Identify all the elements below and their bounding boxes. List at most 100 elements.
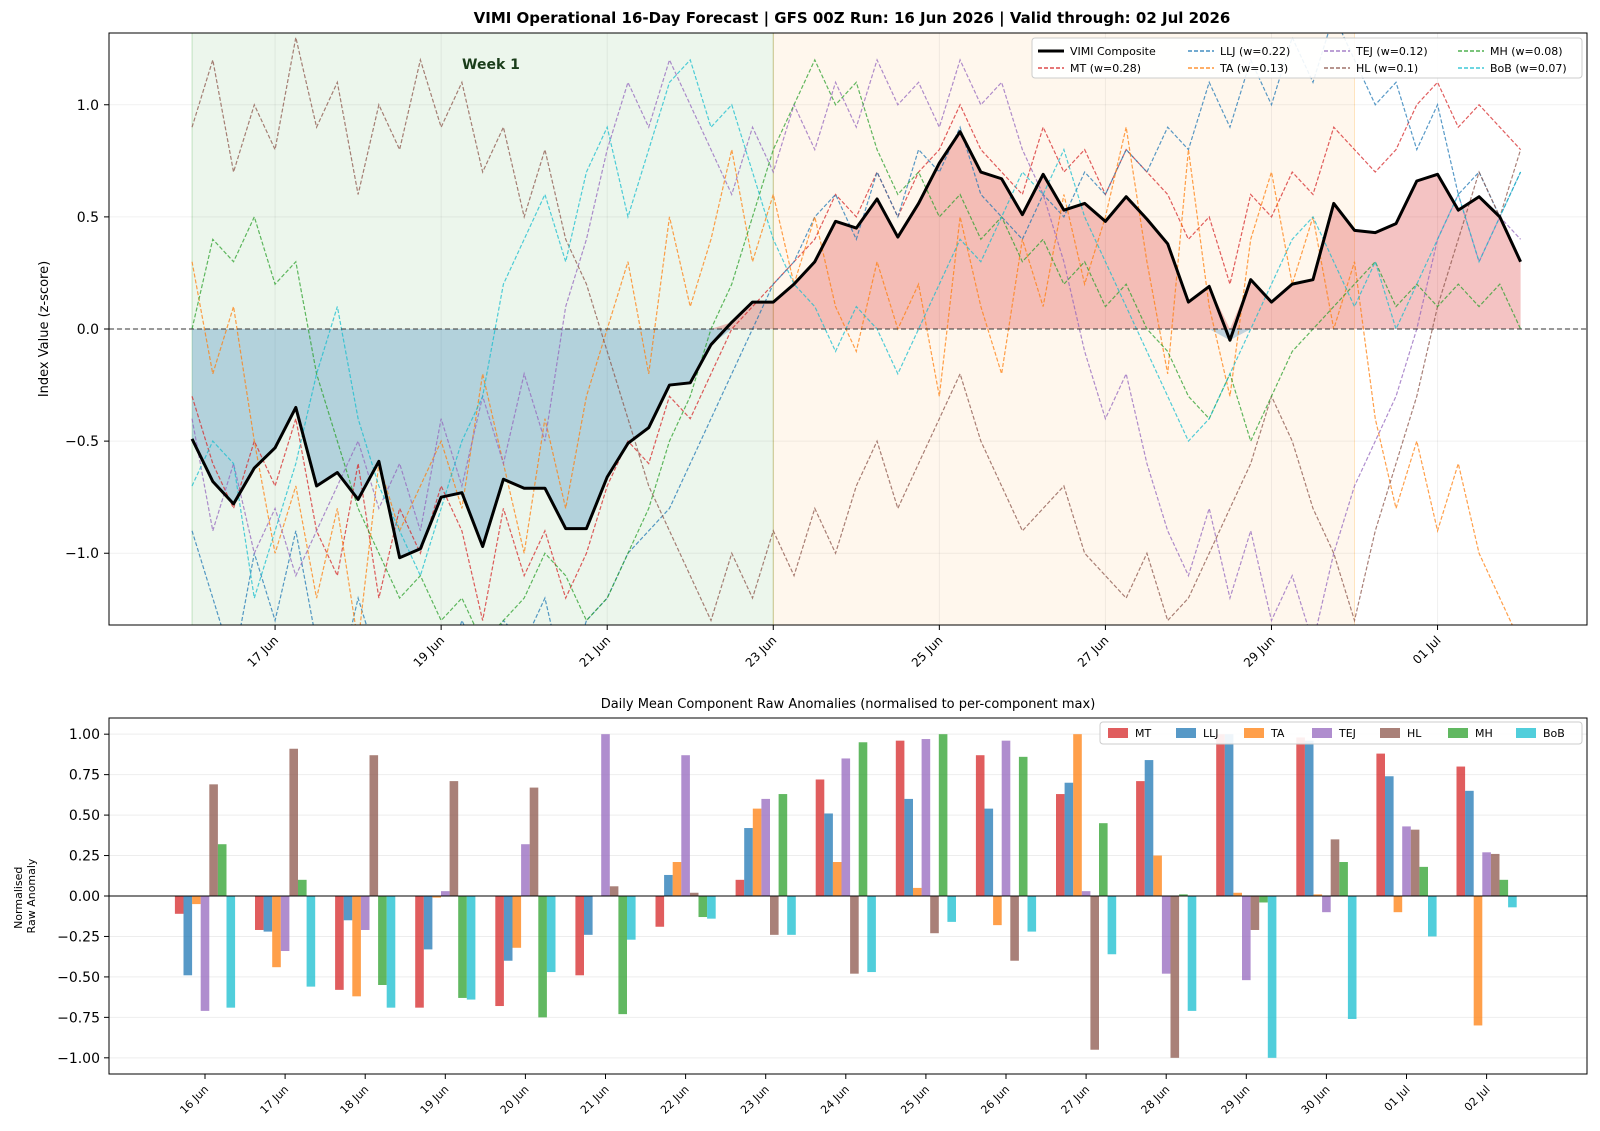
- top-x-tick-label: 23 Jun: [743, 633, 780, 670]
- top-x-tick-label: 17 Jun: [245, 633, 282, 670]
- bar-llj-12: [1144, 760, 1154, 896]
- bottom-y-tick-label: 0.50: [69, 808, 100, 824]
- bottom-x-tick-label: 02 Jul: [1462, 1083, 1493, 1114]
- top-x-tick-label: 27 Jun: [1075, 633, 1112, 670]
- bar-hl-2: [369, 755, 379, 896]
- bottom-x-tick-label: 24 Jun: [818, 1083, 852, 1117]
- bar-llj-9: [904, 798, 913, 896]
- top-x-tick-label: 01 Jul: [1410, 633, 1444, 667]
- bar-tej-3: [441, 891, 450, 896]
- bar-bob-7: [787, 896, 796, 935]
- bar-ta-6: [672, 862, 682, 896]
- bar-tej-13: [1242, 896, 1251, 981]
- top-legend: VIMI Composite MT (w=0.28) LLJ (w=0.22) TA …: [1031, 37, 1583, 79]
- bar-mh-13: [1259, 896, 1268, 903]
- bottom-x-tick-label: 01 Jul: [1382, 1083, 1413, 1114]
- component-bar-chart: Daily Mean Component Raw Anomalies (norm…: [12, 697, 1588, 1117]
- bar-mh-4: [538, 896, 547, 1018]
- bar-llj-3: [423, 896, 433, 950]
- bar-mt-8: [815, 779, 825, 896]
- composite-negative-fill: [192, 329, 1521, 558]
- series-line-mh: [191, 58, 1522, 625]
- bar-tej-5: [601, 734, 610, 896]
- bottom-legend-label: BoB: [1543, 727, 1565, 740]
- bottom-legend: MT LLJ TA TEJ HL MH BoB: [1099, 721, 1583, 745]
- bottom-x-tick-label: 26 Jun: [978, 1083, 1012, 1117]
- bar-ta-11: [1073, 734, 1082, 896]
- bar-mt-11: [1056, 794, 1065, 896]
- bar-bob-10: [1027, 896, 1037, 932]
- bar-tej-7: [761, 798, 770, 896]
- series-line-ta: [191, 127, 1513, 625]
- bar-llj-4: [503, 896, 513, 961]
- top-legend-label: LLJ (w=0.22): [1220, 45, 1290, 58]
- bottom-x-tick-label: 21 Jun: [578, 1083, 612, 1117]
- bottom-x-tick-label: 30 Jun: [1299, 1083, 1333, 1117]
- bar-tej-4: [521, 844, 530, 896]
- bar-llj-1: [263, 896, 273, 932]
- top-x-tick-label: 21 Jun: [577, 633, 614, 670]
- bottom-y-tick-label: −0.50: [57, 970, 100, 986]
- top-legend-label: VIMI Composite: [1070, 45, 1156, 58]
- bottom-legend-label: MH: [1475, 727, 1493, 740]
- bar-mt-7: [735, 879, 745, 896]
- bar-bob-8: [867, 896, 876, 973]
- composite-line: [190, 130, 1522, 560]
- bar-hl-14: [1330, 839, 1340, 896]
- bar-bob-16: [1508, 896, 1517, 908]
- bar-hl-11: [1090, 896, 1099, 1050]
- bar-mh-3: [458, 896, 467, 998]
- top-legend-box: [1031, 37, 1583, 79]
- bar-mt-9: [895, 740, 905, 896]
- bottom-x-tick-label: 19 Jun: [418, 1083, 452, 1117]
- bar-llj-8: [824, 813, 833, 896]
- bottom-y-tick-label: −0.25: [57, 929, 100, 945]
- bar-ta-13: [1233, 892, 1242, 896]
- bar-bob-5: [627, 896, 636, 940]
- bar-bob-9: [947, 896, 956, 922]
- bottom-x-tick-label: 22 Jun: [658, 1083, 692, 1117]
- bar-mh-10: [1018, 756, 1028, 896]
- bottom-x-tick-label: 29 Jun: [1219, 1083, 1253, 1117]
- top-legend-label: MT (w=0.28): [1070, 62, 1141, 75]
- bar-mh-1: [298, 879, 307, 896]
- bar-hl-13: [1250, 896, 1260, 930]
- bottom-legend-swatch: [1312, 728, 1332, 738]
- bottom-y-tick-label: 0.25: [69, 849, 100, 865]
- bar-ta-0: [192, 896, 201, 905]
- bar-hl-4: [529, 787, 539, 896]
- bar-ta-9: [913, 887, 922, 896]
- bar-mh-7: [778, 794, 788, 896]
- bar-ta-16: [1473, 896, 1483, 1026]
- bottom-y-tick-label: −1.00: [57, 1051, 100, 1067]
- top-x-tick-label: 19 Jun: [411, 633, 448, 670]
- bottom-x-tick-label: 16 Jun: [177, 1083, 211, 1117]
- bottom-legend-swatch: [1448, 728, 1468, 738]
- bar-tej-9: [921, 739, 931, 896]
- series-line-hl: [191, 37, 1522, 623]
- bar-mh-12: [1179, 894, 1188, 896]
- bar-llj-7: [744, 828, 753, 896]
- bar-mt-4: [495, 896, 504, 1007]
- forecast-line-chart: VIMI Operational 16-Day Forecast | GFS 0…: [37, 9, 1588, 670]
- bar-mh-2: [378, 896, 387, 985]
- bar-tej-2: [360, 896, 370, 930]
- bar-mh-5: [618, 896, 627, 1015]
- bar-mh-14: [1339, 862, 1348, 896]
- bottom-x-tick-label: 20 Jun: [498, 1083, 532, 1117]
- top-x-tick-label: 25 Jun: [909, 633, 946, 670]
- bar-ta-1: [272, 896, 281, 968]
- bar-tej-6: [681, 755, 690, 896]
- top-y-tick-label: 0.0: [77, 322, 99, 338]
- bar-bob-15: [1428, 896, 1437, 937]
- top-legend-label: MH (w=0.08): [1490, 45, 1563, 58]
- top-y-tick-label: 1.0: [77, 98, 99, 114]
- bar-ta-12: [1153, 855, 1162, 896]
- series-line-bob: [191, 58, 1522, 599]
- bar-llj-6: [664, 874, 673, 896]
- bottom-y-tick-label: 0.00: [69, 889, 100, 905]
- bottom-legend-label: HL: [1407, 727, 1422, 740]
- bar-mt-14: [1296, 737, 1305, 896]
- bar-llj-14: [1304, 740, 1314, 896]
- bar-ta-14: [1313, 894, 1323, 896]
